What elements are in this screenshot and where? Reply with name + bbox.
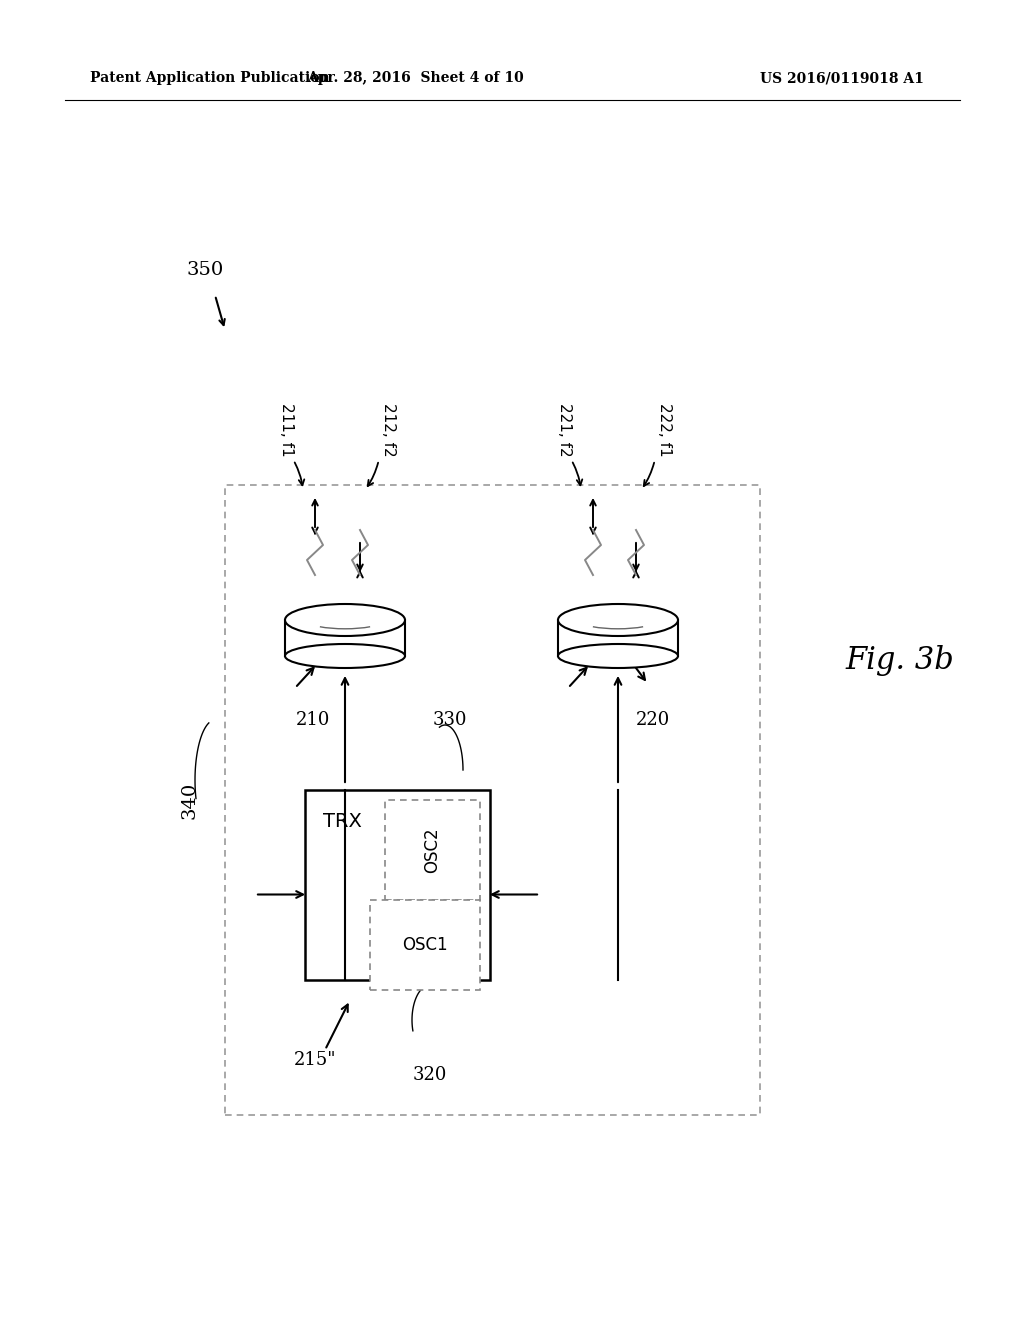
Text: 210: 210 [296, 711, 330, 729]
Text: OSC2: OSC2 [424, 828, 441, 873]
Text: 320: 320 [413, 1067, 447, 1084]
Bar [225, 484, 760, 1115]
Text: Apr. 28, 2016  Sheet 4 of 10: Apr. 28, 2016 Sheet 4 of 10 [306, 71, 523, 84]
Bar [285, 620, 406, 656]
Text: 211, f1: 211, f1 [280, 403, 295, 457]
Text: OSC1: OSC1 [402, 936, 447, 954]
Text: 330: 330 [433, 711, 467, 729]
Bar [305, 789, 490, 979]
Text: 221, f2: 221, f2 [557, 403, 572, 457]
Ellipse shape [285, 644, 406, 668]
Bar [385, 800, 480, 900]
Text: 340: 340 [181, 781, 199, 818]
Bar [558, 620, 678, 656]
Text: 215": 215" [294, 1051, 336, 1069]
Text: 350: 350 [186, 261, 223, 279]
Text: 220: 220 [636, 711, 670, 729]
Text: 222, f1: 222, f1 [656, 403, 672, 457]
Ellipse shape [558, 644, 678, 668]
Bar [370, 900, 480, 990]
Ellipse shape [558, 605, 678, 636]
Text: Patent Application Publication: Patent Application Publication [90, 71, 330, 84]
Text: TRX: TRX [323, 812, 361, 832]
Ellipse shape [285, 605, 406, 636]
Text: Fig. 3b: Fig. 3b [845, 644, 953, 676]
Text: US 2016/0119018 A1: US 2016/0119018 A1 [760, 71, 924, 84]
Text: 212, f2: 212, f2 [381, 403, 395, 457]
